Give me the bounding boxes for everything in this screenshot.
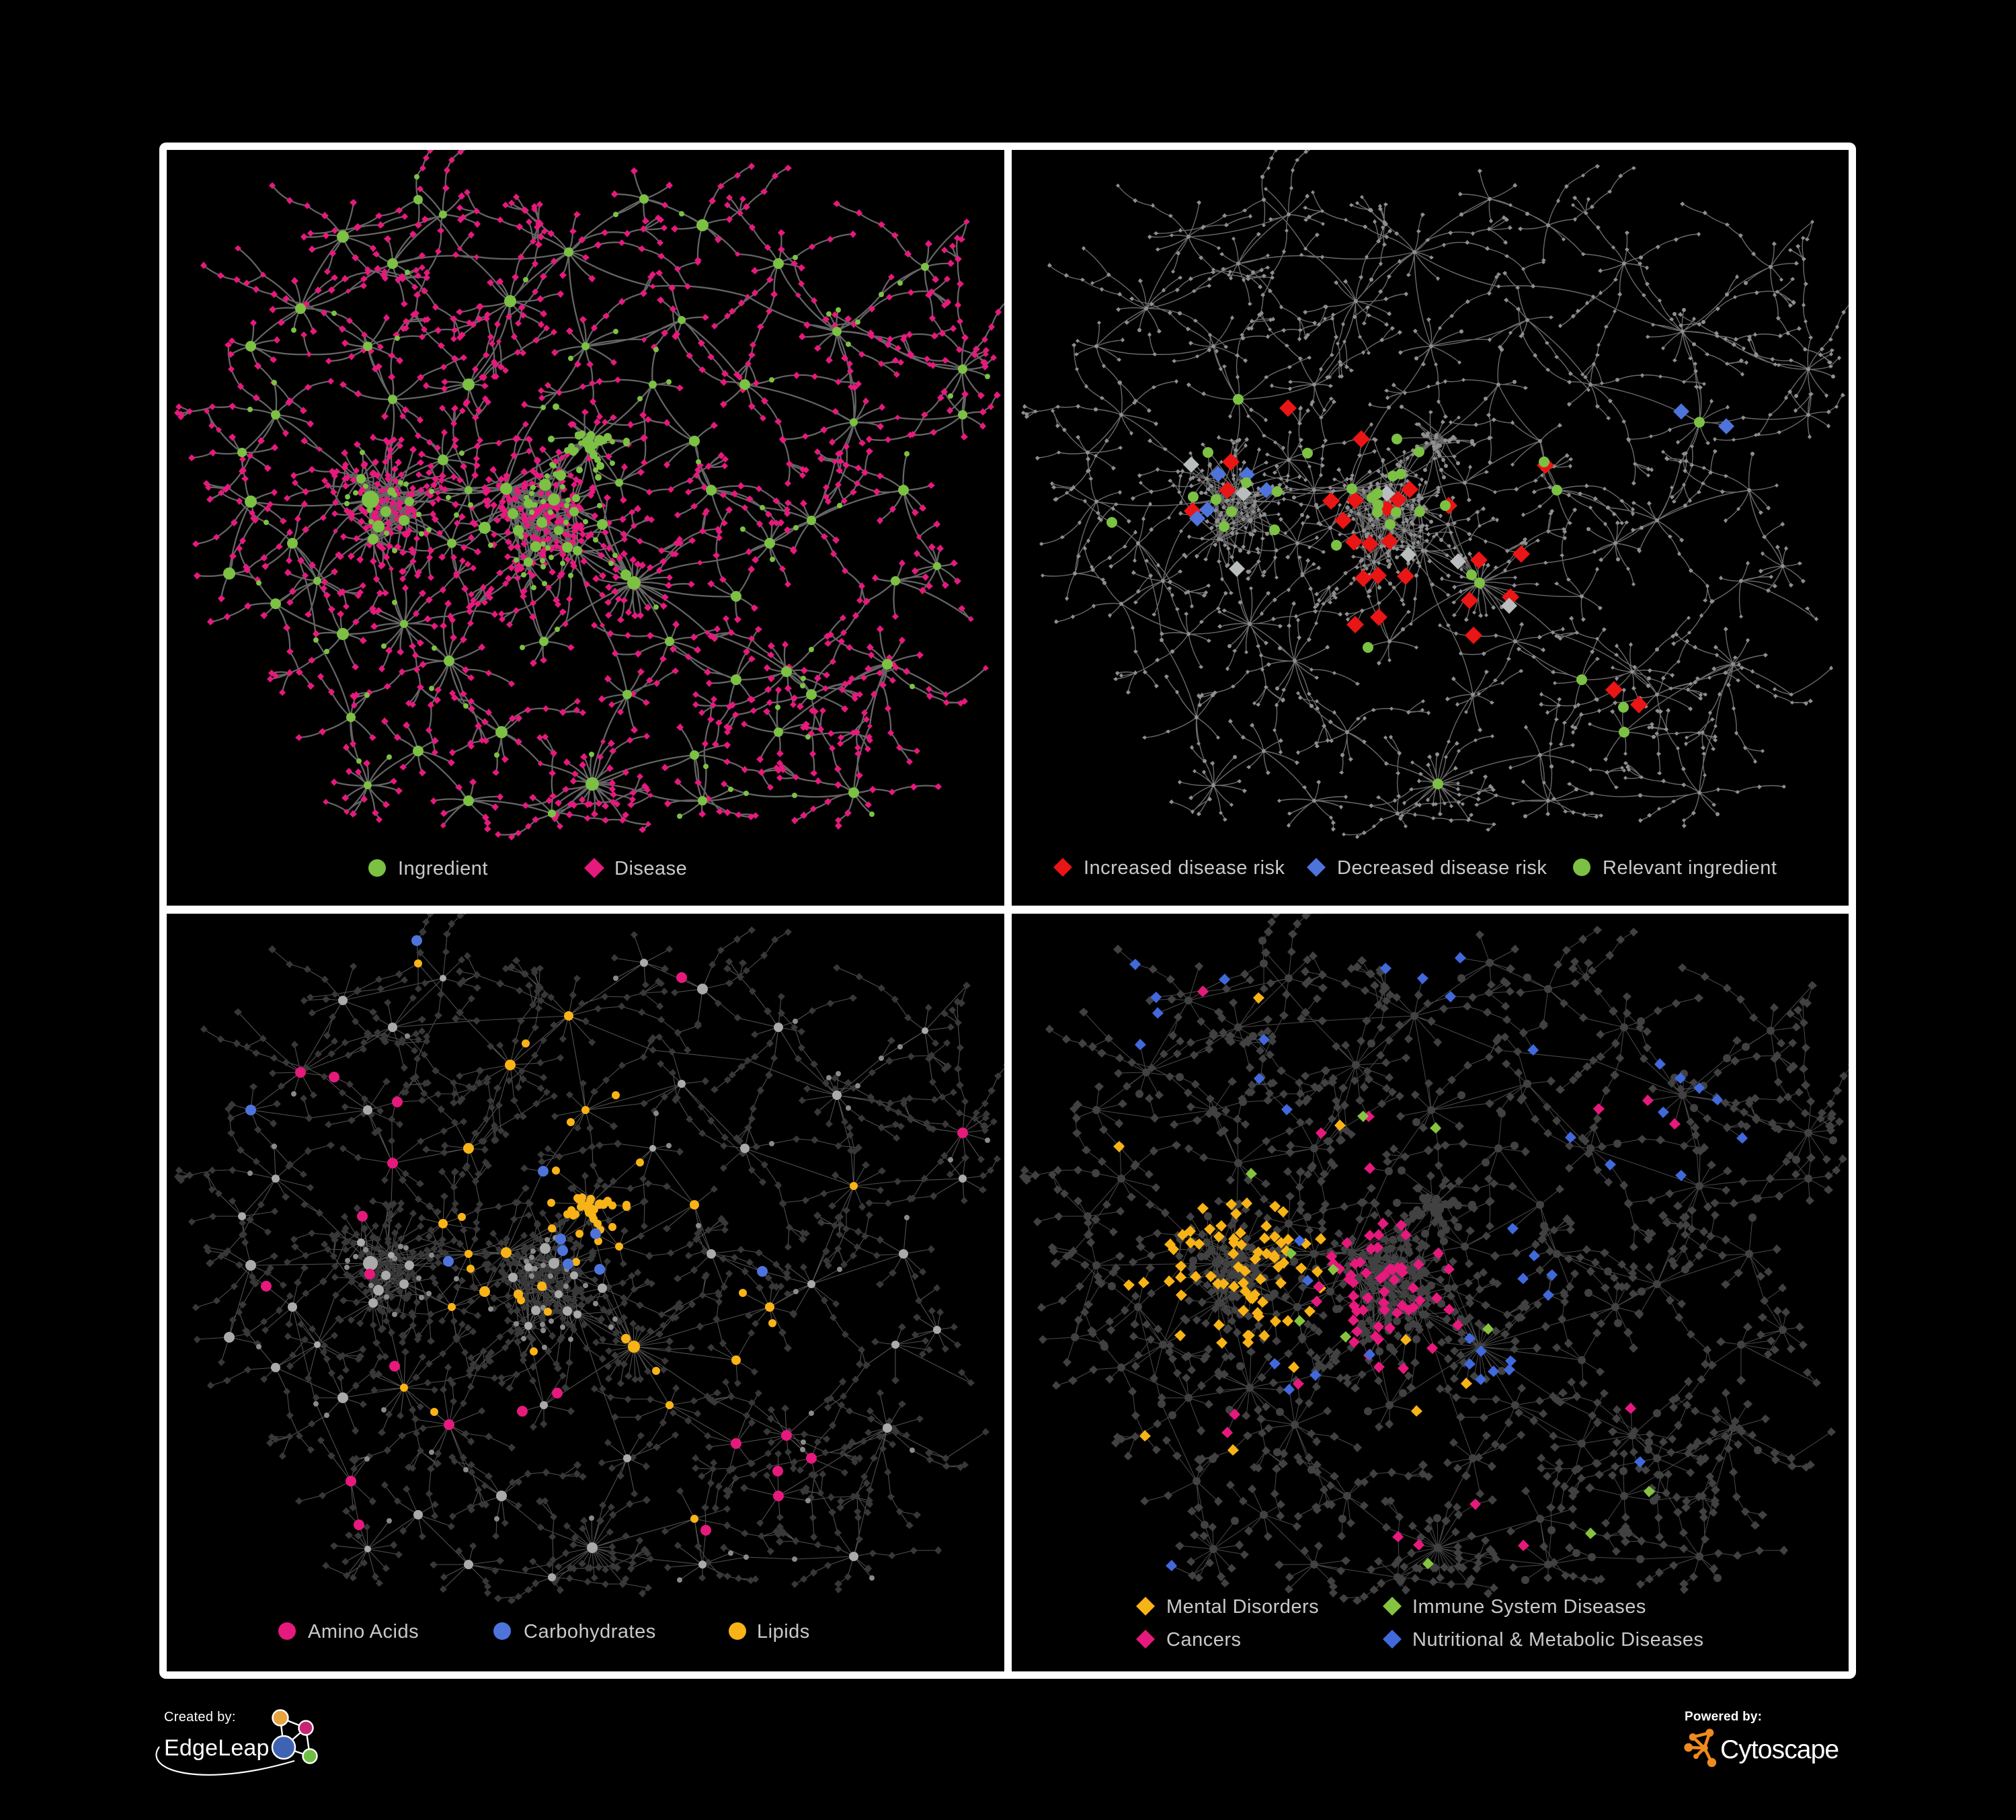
svg-text:Amino Acids: Amino Acids: [308, 1621, 419, 1643]
svg-text:Nutritional & Metabolic Diseas: Nutritional & Metabolic Diseases: [1412, 1629, 1703, 1651]
svg-text:Increased disease risk: Increased disease risk: [1084, 857, 1285, 879]
svg-text:Ingredient: Ingredient: [398, 858, 488, 879]
svg-text:EdgeLeap: EdgeLeap: [164, 1735, 270, 1761]
svg-text:Mental Disorders: Mental Disorders: [1166, 1596, 1319, 1618]
svg-text:Cancers: Cancers: [1166, 1629, 1242, 1651]
svg-text:Immune System Diseases: Immune System Diseases: [1412, 1596, 1646, 1618]
svg-text:Decreased disease risk: Decreased disease risk: [1337, 857, 1547, 879]
svg-text:Carbohydrates: Carbohydrates: [524, 1621, 656, 1643]
svg-text:Cytoscape: Cytoscape: [1720, 1735, 1839, 1764]
svg-text:Relevant ingredient: Relevant ingredient: [1603, 857, 1777, 879]
svg-text:Disease: Disease: [614, 858, 687, 879]
svg-text:Lipids: Lipids: [757, 1621, 810, 1643]
